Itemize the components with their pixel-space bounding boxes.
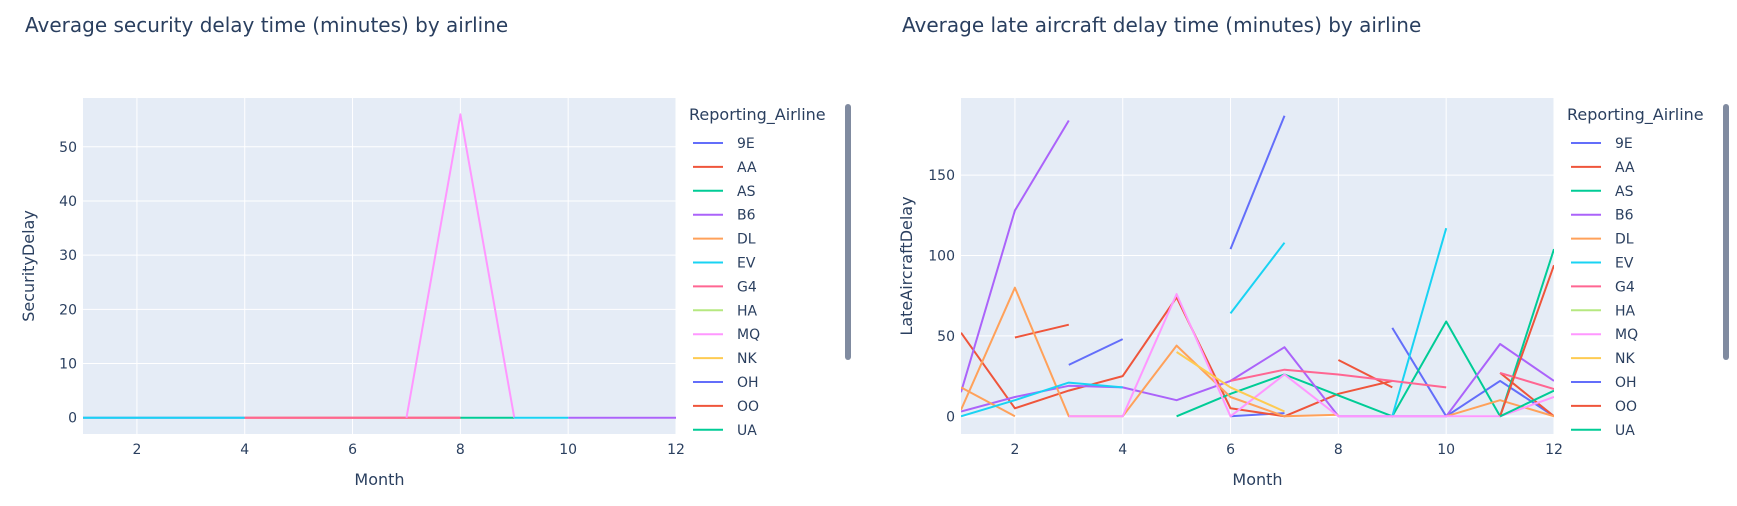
x-axis-title: Month	[354, 470, 404, 489]
y-tick-label: 0	[68, 411, 77, 427]
series-line-ev	[961, 381, 1123, 418]
y-tick-label: 50	[937, 329, 955, 345]
security-delay-plot: 2 4 6 8 10 12 0 10 20 30 40 50 Month SecurityDelay Rep…	[19, 98, 851, 489]
legend-item-dl[interactable]: DL	[737, 232, 756, 248]
y-tick-label: 10	[59, 357, 77, 373]
series-lines	[961, 115, 1554, 418]
legend-item-nk[interactable]: NK	[1615, 351, 1635, 367]
legend-item-as[interactable]: AS	[737, 184, 756, 200]
series-line-9e	[1068, 338, 1124, 366]
legend-item-ha[interactable]: HA	[737, 303, 758, 319]
legend-item-ev[interactable]: EV	[1615, 256, 1634, 272]
y-axis-title: LateAircraftDelay	[897, 196, 916, 335]
x-tick-label: 12	[667, 442, 685, 458]
series-line-mq	[1068, 293, 1554, 418]
legend-item-ua[interactable]: UA	[737, 423, 757, 439]
x-tick-label: 12	[1545, 442, 1563, 458]
x-axis-title: Month	[1232, 470, 1282, 489]
legend-item-dl[interactable]: DL	[1615, 232, 1634, 248]
y-tick-label: 0	[946, 409, 955, 425]
legend-item-mq[interactable]: MQ	[737, 327, 760, 343]
x-tick-label: 10	[1437, 442, 1455, 458]
legend-item-oh[interactable]: OH	[737, 375, 759, 391]
legend-item-9e[interactable]: 9E	[1615, 136, 1633, 152]
x-tick-label: 6	[1226, 442, 1235, 458]
legend-item-oo[interactable]: OO	[1615, 399, 1637, 415]
x-tick-label: 8	[456, 442, 465, 458]
legend-item-aa[interactable]: AA	[1615, 160, 1635, 176]
x-tick-label: 2	[1010, 442, 1019, 458]
series-line-aa	[1499, 372, 1554, 418]
x-tick-label: 4	[1118, 442, 1127, 458]
plot-background	[961, 98, 1554, 434]
series-line-ua	[1499, 389, 1554, 418]
series-line-9e	[1391, 327, 1554, 418]
legend-scrollbar[interactable]	[845, 104, 851, 360]
x-tick-label: 2	[132, 442, 141, 458]
y-tick-label: 40	[59, 194, 77, 210]
legend-item-nk[interactable]: NK	[737, 351, 757, 367]
series-line-dl	[961, 386, 1016, 418]
y-tick-label: 100	[928, 249, 955, 265]
legend-item-9e[interactable]: 9E	[737, 136, 755, 152]
series-line-b6	[961, 119, 1070, 393]
legend-item-g4[interactable]: G4	[737, 279, 757, 295]
y-tick-label: 150	[928, 168, 955, 184]
plot-background	[83, 98, 676, 434]
legend-item-aa[interactable]: AA	[737, 160, 757, 176]
y-tick-label: 30	[59, 248, 77, 264]
legend-item-b6[interactable]: B6	[737, 208, 756, 224]
series-line-oo	[1499, 264, 1554, 417]
legend-item-as[interactable]: AS	[1615, 184, 1634, 200]
legend-item-ha[interactable]: HA	[1615, 303, 1636, 319]
x-tick-label: 10	[559, 442, 577, 458]
legend-scrollbar[interactable]	[1723, 104, 1729, 360]
y-axis-title: SecurityDelay	[19, 210, 38, 322]
series-line-dl	[961, 286, 1339, 418]
legend-item-b6[interactable]: B6	[1615, 208, 1634, 224]
y-tick-label: 20	[59, 302, 77, 318]
legend-item-oh[interactable]: OH	[1615, 375, 1637, 391]
x-tick-label: 6	[348, 442, 357, 458]
series-line-b6	[961, 343, 1554, 418]
series-line-ev	[1391, 227, 1448, 417]
series-line-ev	[1229, 242, 1286, 315]
chart-title: Average security delay time (minutes) by…	[25, 13, 509, 37]
series-line-dl	[1445, 399, 1554, 418]
legend-title: Reporting_Airline	[689, 105, 826, 125]
legend-item-ev[interactable]: EV	[737, 256, 756, 272]
legend-item-g4[interactable]: G4	[1615, 279, 1635, 295]
legend-item-ua[interactable]: UA	[1615, 423, 1635, 439]
series-line-aa	[1014, 323, 1070, 339]
series-line-g4	[1230, 368, 1447, 389]
legend-item-mq[interactable]: MQ	[1615, 327, 1638, 343]
x-tick-label: 4	[240, 442, 249, 458]
series-line-nk	[1176, 351, 1285, 413]
series-line-mq	[405, 113, 516, 418]
x-tick-label: 8	[1334, 442, 1343, 458]
series-lines	[83, 113, 676, 419]
legend-title: Reporting_Airline	[1567, 105, 1704, 125]
series-line-g4	[1499, 371, 1554, 390]
y-tick-label: 50	[59, 140, 77, 156]
series-line-9e	[1229, 115, 1286, 250]
legend-item-oo[interactable]: OO	[737, 399, 759, 415]
late-aircraft-delay-chart: Average late aircraft delay time (minute…	[877, 0, 1737, 506]
late-aircraft-delay-plot: 2 4 6 8 10 12 0 50 100 150 Month LateAircraftDelay R…	[897, 98, 1729, 489]
series-line-aa	[1337, 359, 1393, 389]
security-delay-chart: Average security delay time (minutes) by…	[19, 13, 851, 489]
chart-title: Average late aircraft delay time (minute…	[902, 13, 1422, 37]
